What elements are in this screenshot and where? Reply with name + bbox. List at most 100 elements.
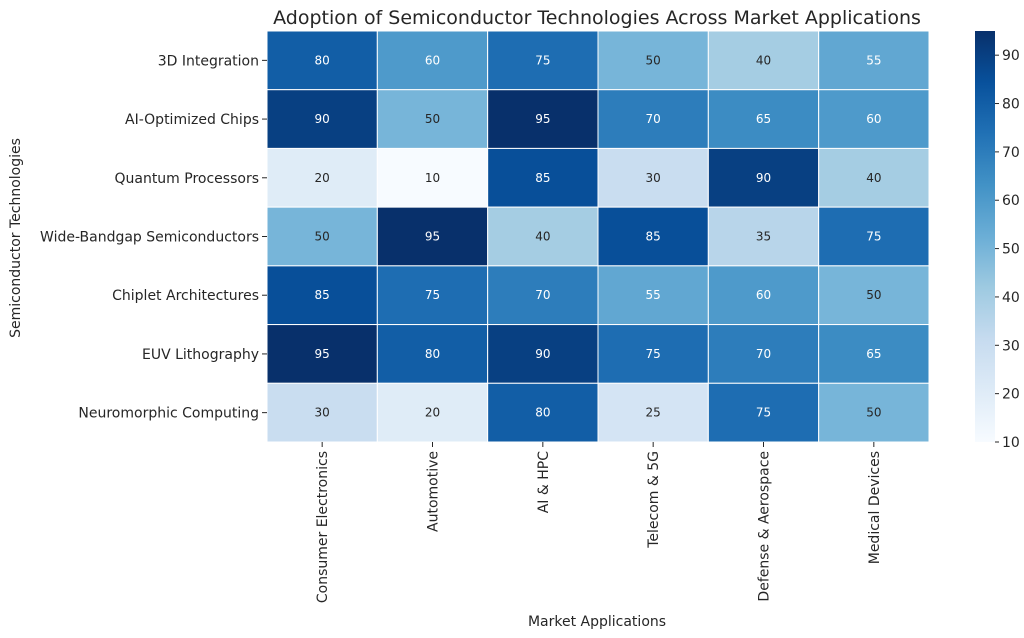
heatmap-cell [707, 324, 820, 384]
cell-value-label: 85 [535, 171, 550, 185]
x-axis-label: Market Applications [528, 614, 666, 630]
heatmap-cell [707, 147, 820, 208]
cell-value-label: 40 [535, 230, 550, 244]
x-tick-label: Defense & Aerospace [757, 451, 773, 602]
colorbar-tick-label: 60 [1002, 193, 1020, 209]
heatmap-cell [376, 147, 489, 208]
cell-value-label: 30 [315, 406, 330, 420]
cell-value-label: 80 [425, 347, 440, 361]
heatmap-cell [266, 382, 378, 443]
cell-value-label: 65 [756, 112, 771, 126]
cell-value-label: 50 [425, 112, 440, 126]
x-tick-label: Telecom & 5G [646, 451, 662, 549]
cell-value-label: 50 [315, 230, 330, 244]
cell-value-label: 60 [425, 53, 440, 67]
cell-value-label: 40 [866, 171, 881, 185]
cell-value-label: 25 [646, 406, 661, 420]
cell-value-label: 75 [756, 406, 771, 420]
heatmap-cell [707, 206, 820, 267]
cell-value-label: 50 [646, 53, 661, 67]
heatmap-cell [818, 265, 930, 326]
y-axis-label: Semiconductor Technologies [8, 138, 24, 338]
x-tick-label: AI & HPC [536, 451, 552, 513]
colorbar-tick-label: 40 [1002, 290, 1020, 306]
heatmap-cell [818, 206, 930, 267]
heatmap-cell [818, 89, 930, 149]
cell-value-label: 30 [646, 171, 661, 185]
cell-value-label: 40 [756, 53, 771, 67]
colorbar-tick-label: 70 [1002, 145, 1020, 161]
cell-value-label: 20 [315, 171, 330, 185]
heatmap-cell [707, 265, 820, 326]
heatmap-cell [818, 30, 930, 91]
heatmap-cell [376, 89, 489, 149]
heatmap-cell [487, 206, 599, 267]
cell-value-label: 95 [425, 230, 440, 244]
colorbar-tick-label: 10 [1002, 435, 1020, 451]
cell-value-label: 60 [756, 288, 771, 302]
cell-value-label: 70 [535, 288, 550, 302]
cell-value-label: 95 [315, 347, 330, 361]
heatmap-cell [266, 206, 378, 267]
cell-value-label: 90 [315, 112, 330, 126]
heatmap-cells: 80 60 75 50 40 55 90 50 95 70 65 60 20 10 85 30 90 40 50 95… [266, 30, 930, 443]
heatmap-cell [597, 206, 709, 267]
x-tick-labels: Consumer Electronics Automotive AI & HPC Te… [315, 442, 883, 603]
cell-value-label: 70 [756, 347, 771, 361]
cell-value-label: 50 [866, 288, 881, 302]
y-tick-label: Neuromorphic Computing [78, 406, 259, 422]
y-tick-labels: 3D Integration AI-Optimized Chips Quantum … [40, 53, 267, 422]
heatmap-cell [597, 147, 709, 208]
heatmap-cell [487, 265, 599, 326]
cell-value-label: 20 [425, 406, 440, 420]
heatmap-cell [376, 206, 489, 267]
x-tick-label: Consumer Electronics [315, 451, 331, 603]
cell-value-label: 55 [646, 288, 661, 302]
heatmap-cell [818, 147, 930, 208]
cell-value-label: 50 [866, 406, 881, 420]
cell-value-label: 75 [535, 53, 550, 67]
cell-value-label: 75 [425, 288, 440, 302]
heatmap-cell [266, 147, 378, 208]
y-tick-label: Wide-Bandgap Semiconductors [40, 230, 259, 246]
cell-value-label: 95 [535, 112, 550, 126]
chart-title: Adoption of Semiconductor Technologies A… [273, 7, 921, 29]
cell-value-label: 75 [866, 230, 881, 244]
y-tick-label: Chiplet Architectures [112, 288, 259, 304]
cell-value-label: 75 [646, 347, 661, 361]
cell-value-label: 90 [535, 347, 550, 361]
heatmap-cell [487, 382, 599, 443]
cell-value-label: 85 [315, 288, 330, 302]
cell-value-label: 35 [756, 230, 771, 244]
y-tick-label: 3D Integration [158, 53, 259, 69]
colorbar-gradient [975, 31, 995, 442]
heatmap-cell [266, 30, 378, 91]
colorbar: 10 20 30 40 50 60 70 80 90 [975, 31, 1020, 451]
colorbar-tick-label: 20 [1002, 387, 1020, 403]
heatmap-cell [266, 324, 378, 384]
cell-value-label: 80 [535, 406, 550, 420]
heatmap-cell [376, 30, 489, 91]
y-tick-label: AI-Optimized Chips [125, 112, 259, 128]
colorbar-tick-label: 30 [1002, 338, 1020, 354]
colorbar-tick-label: 80 [1002, 97, 1020, 113]
heatmap-cell [487, 30, 599, 91]
heatmap-cell [597, 89, 709, 149]
heatmap-cell [707, 30, 820, 91]
cell-value-label: 10 [425, 171, 440, 185]
heatmap-cell [818, 324, 930, 384]
cell-value-label: 90 [756, 171, 771, 185]
cell-value-label: 60 [866, 112, 881, 126]
heatmap-cell [818, 382, 930, 443]
y-tick-label: EUV Lithography [142, 347, 259, 363]
cell-value-label: 55 [866, 53, 881, 67]
x-tick-label: Medical Devices [867, 451, 883, 564]
heatmap-cell [266, 265, 378, 326]
heatmap-cell [597, 382, 709, 443]
x-tick-label: Automotive [426, 451, 442, 532]
cell-value-label: 65 [866, 347, 881, 361]
heatmap-cell [597, 30, 709, 91]
cell-value-label: 80 [315, 53, 330, 67]
y-tick-label: Quantum Processors [114, 171, 259, 187]
